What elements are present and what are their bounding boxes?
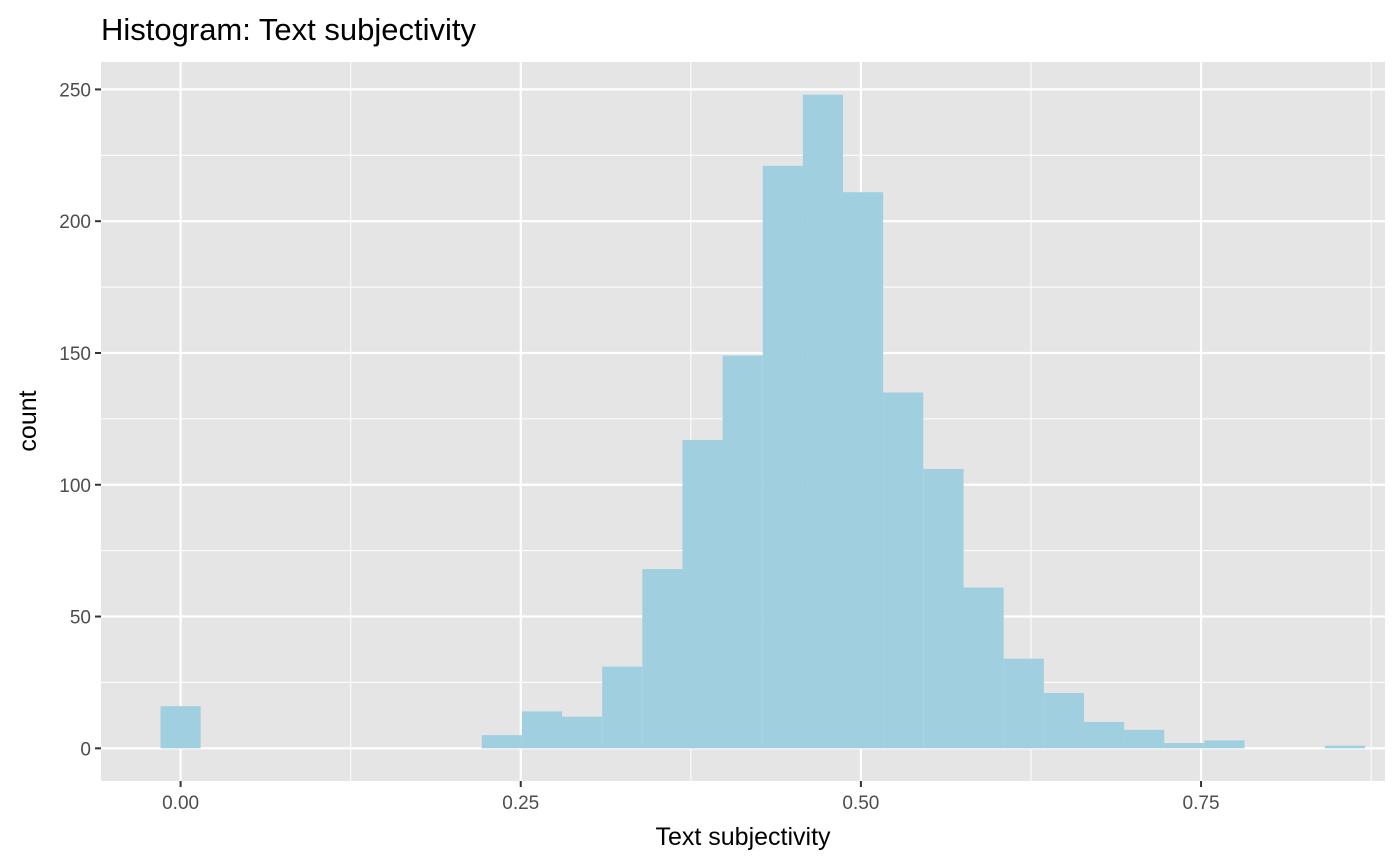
x-tick-label: 0.00 [162,793,199,814]
histogram-bar [602,666,643,749]
y-tick-label: 0 [80,739,91,760]
x-axis-title: Text subjectivity [655,823,831,851]
histogram-bar [923,468,964,749]
histogram-bar [802,94,844,749]
histogram-bar [1043,692,1084,749]
y-axis-title: count [14,390,42,451]
histogram-bar [642,569,683,749]
histogram-bars [160,94,1365,749]
histogram-bar [843,192,884,749]
y-tick-label: 200 [59,212,91,233]
y-tick-label: 100 [59,476,91,497]
histogram-bar [1083,721,1125,749]
x-axis: 0.00 0.25 0.50 0.75 [162,781,1220,814]
histogram-bar [521,711,563,749]
x-tick-label: 0.50 [842,793,879,814]
histogram-bar [160,706,201,749]
histogram-bar [722,355,763,749]
histogram-bar [762,165,803,749]
histogram-bar [1164,743,1205,749]
histogram-bar [1324,745,1365,749]
y-tick-label: 150 [59,344,91,365]
y-tick-label: 250 [59,80,91,101]
y-axis: 0 50 100 150 200 250 [59,80,101,760]
histogram-bar [682,439,723,749]
histogram-bar [1003,658,1044,749]
histogram-bar [1204,740,1245,749]
x-tick-label: 0.25 [502,793,539,814]
x-tick-label: 0.75 [1183,793,1220,814]
histogram-bar [883,392,924,749]
histogram-bar [1124,729,1165,749]
histogram-bar [562,716,603,749]
histogram-bar [963,587,1004,749]
y-tick-label: 50 [70,608,91,629]
histogram-bar [481,735,522,749]
chart-title: Histogram: Text subjectivity [101,12,476,47]
